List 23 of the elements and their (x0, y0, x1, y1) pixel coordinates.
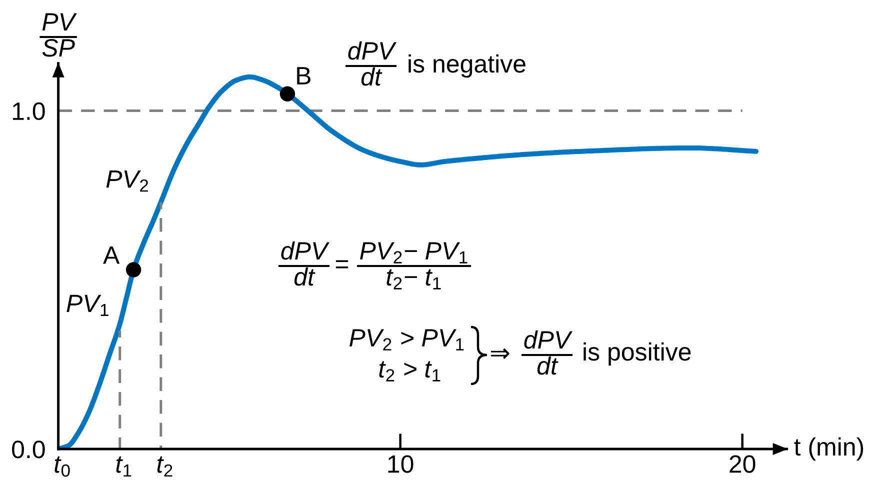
annotation: is negative (408, 54, 526, 78)
annotation: t$_{2}$ (157, 456, 172, 477)
annotation: t$_{2}$ > t$_{1}$ (379, 361, 440, 382)
annotation: dPV dt (524, 330, 573, 375)
text: PV$_{2}$− PV$_{1}$ t$_{2}$− t$_{1}$ (360, 242, 468, 290)
annotation: dPV dt (281, 241, 330, 286)
annotation: dPV dt (348, 41, 397, 86)
annotation: = (336, 260, 348, 268)
y-tick-label: 0.0 (12, 440, 45, 458)
annotation: t$_{0}$ (54, 456, 70, 477)
annotation: PV$_{2}$ > PV$_{1}$ (350, 329, 464, 350)
annotation: PV$_{1}$ (66, 294, 108, 316)
y-axis-title: PV SP (42, 13, 77, 57)
annotation: PV$_{2}$ (106, 170, 148, 192)
annotation: is positive (584, 342, 691, 366)
annotation: A (103, 246, 120, 264)
annotation: B (297, 67, 310, 84)
annotation: t$_{1}$ (116, 456, 132, 477)
x-tick-label: 10 (388, 455, 414, 473)
x-tick-label: 20 (730, 455, 756, 473)
x-axis-title: t (min) (794, 437, 864, 461)
annotation: ⇒ (490, 348, 510, 359)
y-tick-label: 1.0 (12, 102, 45, 120)
